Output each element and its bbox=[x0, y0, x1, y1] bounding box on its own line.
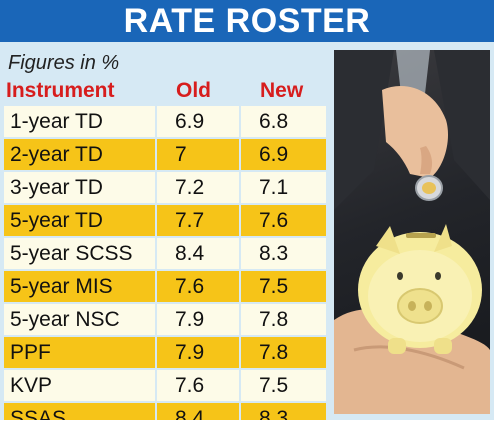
piggy-bank-coin-icon bbox=[334, 50, 490, 414]
piggy-bank-photo bbox=[334, 50, 490, 414]
table-row: 5-year MIS 7.6 7.5 bbox=[4, 271, 326, 302]
column-header-instrument: Instrument bbox=[6, 79, 115, 102]
new-rate-cell: 7.8 bbox=[241, 304, 326, 335]
old-rate-cell: 7.7 bbox=[157, 205, 239, 236]
new-rate-cell: 6.8 bbox=[241, 106, 326, 137]
old-rate-cell: 7.9 bbox=[157, 304, 239, 335]
table-row: 5-year TD 7.7 7.6 bbox=[4, 205, 326, 236]
old-rate-cell: 7.9 bbox=[157, 337, 239, 368]
table-row: 1-year TD 6.9 6.8 bbox=[4, 106, 326, 137]
old-rate-cell: 8.4 bbox=[157, 238, 239, 269]
table-row: 2-year TD 7 6.9 bbox=[4, 139, 326, 170]
instrument-cell: 3-year TD bbox=[4, 172, 155, 203]
units-note: Figures in % bbox=[8, 52, 120, 74]
old-rate-cell: 6.9 bbox=[157, 106, 239, 137]
new-rate-cell: 6.9 bbox=[241, 139, 326, 170]
instrument-cell: KVP bbox=[4, 370, 155, 401]
instrument-cell: PPF bbox=[4, 337, 155, 368]
old-rate-cell: 7.2 bbox=[157, 172, 239, 203]
instrument-cell: 5-year MIS bbox=[4, 271, 155, 302]
new-rate-cell: 7.1 bbox=[241, 172, 326, 203]
old-rate-cell: 7 bbox=[157, 139, 239, 170]
new-rate-cell: 7.5 bbox=[241, 370, 326, 401]
table-row: 5-year NSC 7.9 7.8 bbox=[4, 304, 326, 335]
rates-table: 1-year TD 6.9 6.8 2-year TD 7 6.9 3-year TD 7.2… bbox=[4, 106, 326, 436]
old-rate-cell: 7.6 bbox=[157, 271, 239, 302]
table-row: PPF 7.9 7.8 bbox=[4, 337, 326, 368]
column-header-old: Old bbox=[176, 79, 211, 102]
instrument-cell: 5-year TD bbox=[4, 205, 155, 236]
instrument-cell: 5-year SCSS bbox=[4, 238, 155, 269]
footer-strip bbox=[0, 420, 494, 435]
column-header-new: New bbox=[260, 79, 304, 102]
table-row: 5-year SCSS 8.4 8.3 bbox=[4, 238, 326, 269]
table-row: 3-year TD 7.2 7.1 bbox=[4, 172, 326, 203]
new-rate-cell: 8.3 bbox=[241, 238, 326, 269]
page-title: RATE ROSTER bbox=[0, 0, 494, 42]
table-row: SSAS 8.4 8.3 bbox=[4, 403, 326, 434]
old-rate-cell: 7.6 bbox=[157, 370, 239, 401]
instrument-cell: 1-year TD bbox=[4, 106, 155, 137]
table-row: KVP 7.6 7.5 bbox=[4, 370, 326, 401]
instrument-cell: 5-year NSC bbox=[4, 304, 155, 335]
new-rate-cell: 7.8 bbox=[241, 337, 326, 368]
instrument-cell: 2-year TD bbox=[4, 139, 155, 170]
new-rate-cell: 7.6 bbox=[241, 205, 326, 236]
new-rate-cell: 7.5 bbox=[241, 271, 326, 302]
column-headers: Instrument Old New bbox=[6, 78, 326, 104]
